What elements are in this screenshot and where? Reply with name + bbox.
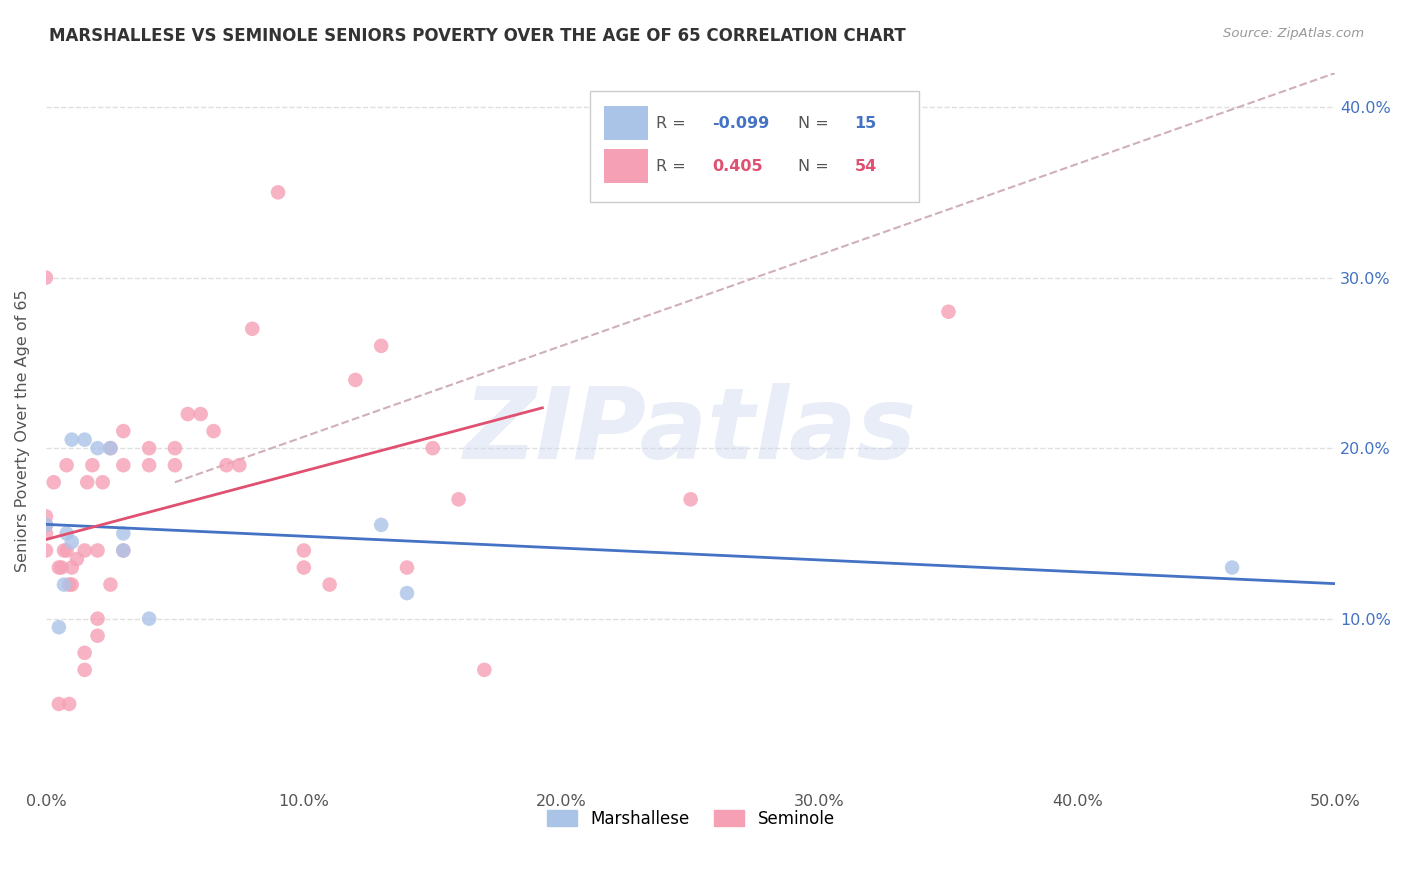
Point xyxy=(112,424,135,438)
Point xyxy=(48,560,70,574)
Point xyxy=(292,560,315,574)
Point xyxy=(86,441,108,455)
Point xyxy=(55,458,77,473)
Text: 15: 15 xyxy=(855,116,876,130)
Point xyxy=(73,433,96,447)
Point xyxy=(35,270,58,285)
Point xyxy=(808,134,831,148)
Point xyxy=(55,526,77,541)
Point xyxy=(138,441,160,455)
Text: R =: R = xyxy=(655,159,690,174)
Point xyxy=(86,629,108,643)
Point xyxy=(55,543,77,558)
Point xyxy=(35,517,58,532)
Text: R =: R = xyxy=(655,116,690,130)
Point xyxy=(112,526,135,541)
Point xyxy=(73,543,96,558)
Point xyxy=(1220,560,1243,574)
Point xyxy=(370,339,392,353)
Point xyxy=(112,458,135,473)
Point xyxy=(60,535,83,549)
Point xyxy=(73,663,96,677)
Point xyxy=(138,612,160,626)
Point xyxy=(51,560,73,574)
Point xyxy=(53,577,76,591)
Point xyxy=(35,509,58,524)
Point xyxy=(395,560,418,574)
Point xyxy=(86,543,108,558)
Point xyxy=(318,577,340,591)
Point xyxy=(190,407,212,421)
Point xyxy=(112,543,135,558)
Text: N =: N = xyxy=(797,116,834,130)
Point xyxy=(60,577,83,591)
Point xyxy=(66,552,89,566)
Point xyxy=(163,441,186,455)
Point xyxy=(177,407,200,421)
Text: MARSHALLESE VS SEMINOLE SENIORS POVERTY OVER THE AGE OF 65 CORRELATION CHART: MARSHALLESE VS SEMINOLE SENIORS POVERTY … xyxy=(49,27,905,45)
Point xyxy=(53,543,76,558)
Point xyxy=(938,304,960,318)
Point xyxy=(202,424,225,438)
Text: Source: ZipAtlas.com: Source: ZipAtlas.com xyxy=(1223,27,1364,40)
Text: N =: N = xyxy=(797,159,834,174)
Text: 0.405: 0.405 xyxy=(713,159,763,174)
Point xyxy=(422,441,444,455)
Point xyxy=(48,697,70,711)
Point xyxy=(138,458,160,473)
Point xyxy=(112,543,135,558)
FancyBboxPatch shape xyxy=(605,106,648,140)
Legend: Marshallese, Seminole: Marshallese, Seminole xyxy=(540,804,841,835)
Point xyxy=(100,577,122,591)
Point xyxy=(60,560,83,574)
Point xyxy=(42,475,65,490)
Point xyxy=(215,458,238,473)
Point xyxy=(163,458,186,473)
Point xyxy=(100,441,122,455)
Point xyxy=(292,543,315,558)
Point xyxy=(91,475,114,490)
Point xyxy=(35,526,58,541)
FancyBboxPatch shape xyxy=(591,91,920,202)
Point xyxy=(76,475,98,490)
Point xyxy=(86,612,108,626)
Text: -0.099: -0.099 xyxy=(713,116,770,130)
Point xyxy=(370,517,392,532)
Point xyxy=(679,492,702,507)
Point xyxy=(73,646,96,660)
Point xyxy=(48,620,70,634)
FancyBboxPatch shape xyxy=(605,149,648,183)
Point xyxy=(35,517,58,532)
Point xyxy=(228,458,250,473)
Point xyxy=(58,697,80,711)
Y-axis label: Seniors Poverty Over the Age of 65: Seniors Poverty Over the Age of 65 xyxy=(15,290,30,573)
Point xyxy=(472,663,495,677)
Point xyxy=(395,586,418,600)
Point xyxy=(240,322,263,336)
Point xyxy=(100,441,122,455)
Point xyxy=(447,492,470,507)
Text: ZIPatlas: ZIPatlas xyxy=(464,383,917,480)
Point xyxy=(344,373,367,387)
Text: 54: 54 xyxy=(855,159,876,174)
Point xyxy=(82,458,104,473)
Point xyxy=(60,433,83,447)
Point xyxy=(267,186,290,200)
Point xyxy=(58,577,80,591)
Point xyxy=(35,543,58,558)
